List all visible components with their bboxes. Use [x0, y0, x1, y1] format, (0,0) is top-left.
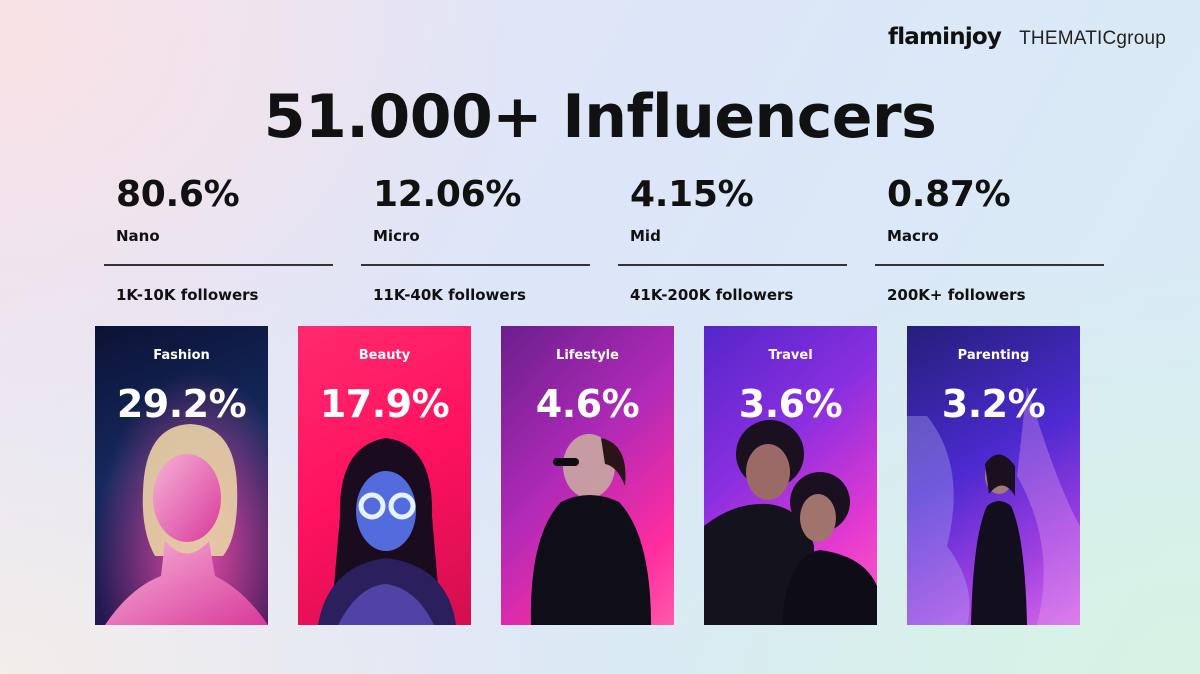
tier-divider	[361, 264, 590, 266]
tier-divider	[618, 264, 847, 266]
category-label: Parenting	[957, 348, 1030, 363]
flaminjoy-logo: flaminjoy	[887, 24, 1002, 50]
tier-mid: 4.15% Mid 41K-200K followers	[618, 172, 847, 304]
category-label: Fashion	[153, 348, 210, 363]
category-label: Travel	[768, 348, 813, 363]
tier-macro: 0.87% Macro 200K+ followers	[875, 172, 1104, 304]
category-label: Lifestyle	[556, 348, 619, 363]
page-title: 51.000+ Influencers	[263, 82, 937, 152]
tier-name: Nano	[116, 227, 160, 245]
category-share: 4.6%	[535, 382, 640, 426]
tier-percent: 0.87%	[887, 174, 1011, 215]
category-share: 3.6%	[738, 382, 843, 426]
tier-followers: 200K+ followers	[887, 285, 1026, 304]
tier-name: Macro	[887, 227, 939, 245]
category-card-parenting: Parenting 3.2%	[907, 326, 1080, 625]
tier-percent: 4.15%	[630, 174, 754, 215]
category-share: 29.2%	[116, 382, 247, 426]
tier-followers: 41K-200K followers	[630, 285, 794, 304]
category-card-lifestyle: Lifestyle 4.6%	[501, 326, 674, 625]
tier-nano: 80.6% Nano 1K-10K followers	[104, 172, 333, 304]
beauty-portrait-photo	[318, 438, 456, 625]
tier-name: Mid	[630, 227, 661, 245]
travel-couple-photo	[704, 420, 877, 625]
category-card-fashion: Fashion 29.2%	[95, 326, 268, 625]
tier-divider	[875, 264, 1104, 266]
fashion-portrait-photo	[95, 326, 268, 625]
category-label: Beauty	[358, 348, 411, 363]
lifestyle-portrait-photo	[530, 434, 651, 625]
parenting-portrait-photo	[907, 386, 1080, 625]
tier-followers: 1K-10K followers	[116, 285, 259, 304]
tier-divider	[104, 264, 333, 266]
tier-percent: 80.6%	[116, 174, 240, 215]
category-share: 17.9%	[319, 382, 450, 426]
category-card-travel: Travel 3.6%	[704, 326, 877, 625]
category-card-beauty: Beauty 17.9%	[298, 326, 471, 625]
tier-micro: 12.06% Micro 11K-40K followers	[361, 172, 590, 304]
thematic-group-logo: THEMATICgroup	[1019, 28, 1166, 49]
tier-name: Micro	[373, 227, 420, 245]
tier-followers: 11K-40K followers	[373, 285, 526, 304]
category-share: 3.2%	[941, 382, 1046, 426]
brand-logos: flaminjoy THEMATICgroup	[888, 24, 1166, 50]
tier-percent: 12.06%	[373, 174, 522, 215]
